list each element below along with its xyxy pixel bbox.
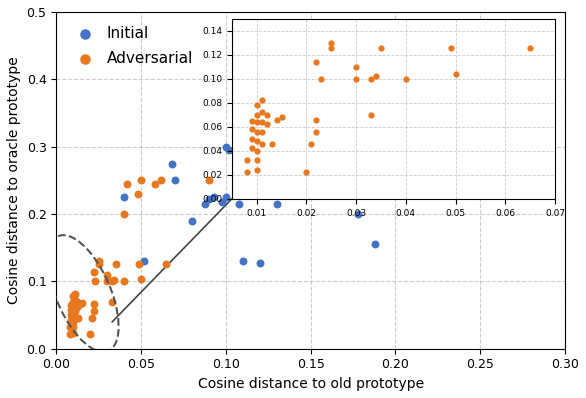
- Initial: [238, 258, 247, 264]
- Initial: [353, 211, 363, 217]
- X-axis label: Cosine distance to old prototype: Cosine distance to old prototype: [197, 377, 424, 391]
- Initial: [218, 199, 227, 205]
- Initial: [306, 96, 315, 103]
- Initial: [323, 100, 332, 106]
- Initial: [289, 133, 298, 140]
- Point: [89, 308, 98, 314]
- Point: [87, 314, 97, 321]
- Point: [67, 317, 76, 324]
- Initial: [275, 130, 285, 137]
- Initial: [255, 259, 264, 266]
- Initial: [139, 258, 149, 264]
- Point: [77, 300, 86, 306]
- Initial: [340, 157, 349, 163]
- Point: [69, 330, 78, 336]
- Initial: [120, 194, 129, 200]
- Initial: [336, 117, 346, 123]
- Initial: [326, 137, 336, 143]
- Initial: [279, 127, 288, 133]
- Adversarial: [133, 191, 142, 197]
- Adversarial: [137, 177, 146, 183]
- Point: [107, 278, 117, 285]
- Point: [67, 306, 76, 313]
- Point: [103, 271, 112, 278]
- Point: [70, 297, 80, 303]
- Point: [75, 301, 84, 308]
- Initial: [258, 177, 268, 183]
- Initial: [167, 160, 176, 167]
- Point: [65, 331, 74, 337]
- Point: [89, 269, 98, 275]
- Point: [70, 291, 80, 297]
- Point: [70, 314, 80, 321]
- Point: [70, 302, 80, 309]
- Initial: [306, 144, 315, 150]
- Adversarial: [150, 181, 159, 187]
- Initial: [272, 201, 281, 207]
- Point: [135, 261, 144, 267]
- Point: [107, 298, 117, 305]
- Initial: [510, 69, 519, 76]
- Point: [69, 324, 78, 330]
- Initial: [235, 201, 244, 207]
- Initial: [323, 133, 332, 140]
- Point: [72, 298, 81, 305]
- Initial: [221, 194, 230, 200]
- Point: [120, 278, 129, 285]
- Initial: [209, 194, 219, 200]
- Point: [109, 277, 118, 283]
- Initial: [188, 218, 197, 224]
- Point: [67, 312, 76, 318]
- Point: [65, 324, 74, 330]
- Initial: [171, 177, 180, 183]
- Point: [69, 302, 78, 309]
- Initial: [224, 147, 234, 153]
- Initial: [201, 201, 210, 207]
- Point: [94, 258, 103, 264]
- Point: [111, 261, 120, 267]
- Legend: Initial, Adversarial: Initial, Adversarial: [64, 20, 199, 72]
- Adversarial: [156, 177, 166, 183]
- Initial: [309, 100, 319, 106]
- Initial: [343, 160, 353, 167]
- Point: [69, 319, 78, 325]
- Point: [70, 308, 80, 314]
- Initial: [302, 93, 312, 100]
- Point: [69, 293, 78, 299]
- Point: [69, 298, 78, 305]
- Point: [91, 278, 100, 285]
- Initial: [370, 241, 380, 248]
- Y-axis label: Cosine distance to oracle prototype: Cosine distance to oracle prototype: [7, 57, 21, 304]
- Point: [72, 304, 81, 310]
- Point: [86, 331, 95, 337]
- Point: [94, 261, 103, 267]
- Point: [69, 313, 78, 320]
- Initial: [387, 140, 397, 146]
- Initial: [221, 144, 230, 150]
- Initial: [292, 83, 302, 89]
- Point: [67, 302, 76, 308]
- Initial: [374, 69, 383, 76]
- Initial: [204, 196, 213, 203]
- Point: [103, 278, 112, 285]
- Initial: [319, 103, 329, 109]
- Adversarial: [123, 181, 132, 187]
- Adversarial: [204, 177, 213, 183]
- Point: [137, 275, 146, 282]
- Initial: [262, 174, 271, 180]
- Adversarial: [120, 211, 129, 217]
- Point: [89, 301, 98, 308]
- Point: [162, 261, 171, 267]
- Initial: [292, 130, 302, 137]
- Initial: [311, 103, 321, 109]
- Point: [74, 314, 83, 321]
- Point: [69, 308, 78, 314]
